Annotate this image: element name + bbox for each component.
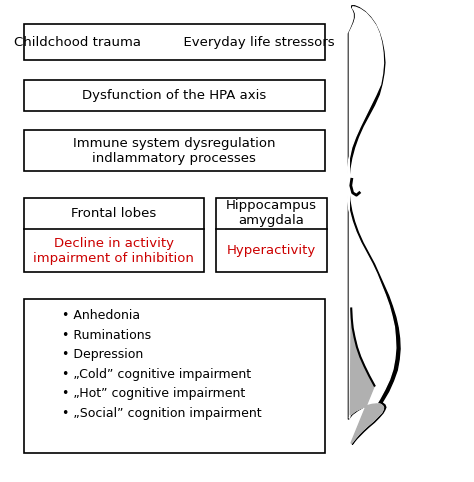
FancyBboxPatch shape — [216, 198, 327, 272]
Text: Hippocampus
amygdala: Hippocampus amygdala — [226, 200, 317, 228]
FancyBboxPatch shape — [24, 80, 325, 111]
Text: Frontal lobes: Frontal lobes — [71, 207, 156, 220]
Polygon shape — [350, 308, 383, 443]
FancyBboxPatch shape — [24, 24, 325, 60]
Text: Childchood trauma          Everyday life stressors: Childchood trauma Everyday life stressor… — [14, 36, 335, 49]
Polygon shape — [348, 6, 400, 444]
FancyBboxPatch shape — [24, 299, 325, 453]
Text: Dysfunction of the HPA axis: Dysfunction of the HPA axis — [82, 89, 266, 102]
Text: Immune system dysregulation
indlammatory processes: Immune system dysregulation indlammatory… — [73, 136, 275, 165]
FancyBboxPatch shape — [24, 130, 325, 171]
Text: • Anhedonia
• Ruminations
• Depression
• „Cold” cognitive impairment
• „Hot” cog: • Anhedonia • Ruminations • Depression •… — [62, 309, 261, 420]
Text: Hyperactivity: Hyperactivity — [227, 244, 316, 257]
FancyBboxPatch shape — [24, 198, 204, 272]
Polygon shape — [346, 7, 396, 443]
Text: Decline in activity
impairment of inhibition: Decline in activity impairment of inhibi… — [33, 237, 194, 265]
